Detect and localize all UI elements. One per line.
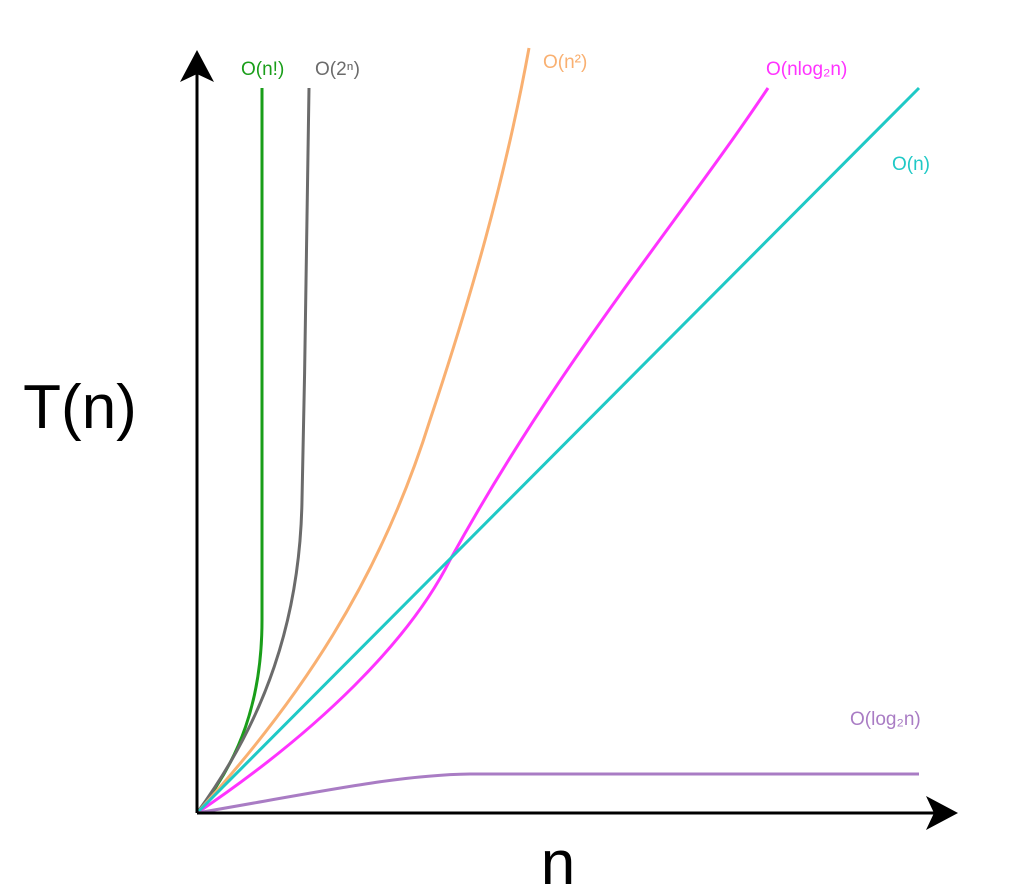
y-axis-arrow-icon [180,50,214,82]
label-exponential: O(2ⁿ) [315,59,360,80]
label-log: O(log₂n) [850,709,921,730]
x-axis-title: n [541,829,575,895]
label-factorial: O(n!) [241,59,284,80]
curve-linear [195,86,921,815]
curve-log [196,772,919,815]
label-nlogn: O(nlog₂n) [766,59,847,80]
y-axis-title: T(n) [23,373,137,442]
x-axis-arrow-icon [926,796,958,830]
label-linear: O(n) [892,154,930,175]
curve-exponential [195,87,311,814]
curve-nlogn [196,87,770,815]
curve-quadratic [195,47,531,815]
label-quadratic: O(n²) [543,52,587,73]
curve-factorial [195,88,264,814]
